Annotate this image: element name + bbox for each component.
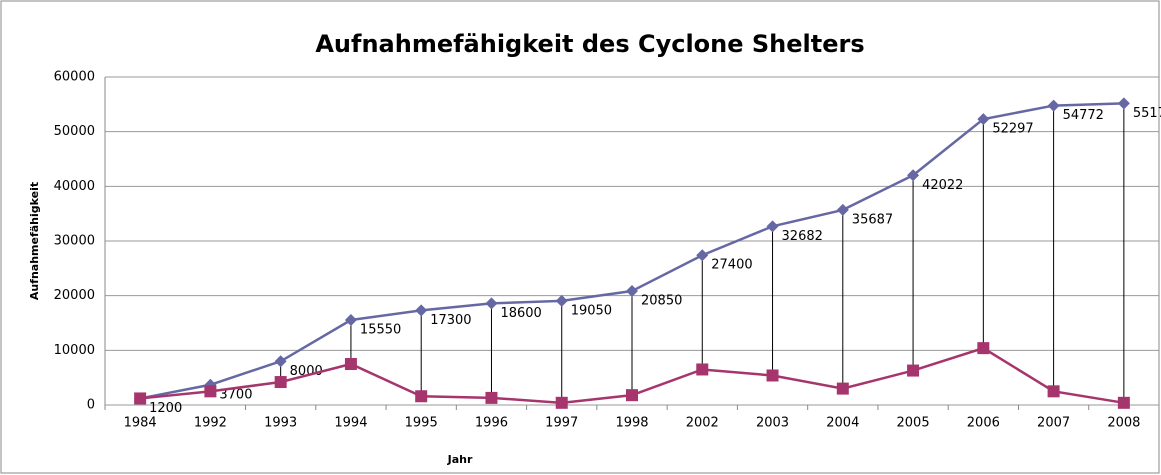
x-tick-label: 2005 [897,416,930,431]
chart-title: Aufnahmefähigkeit des Cyclone Shelters [315,30,864,58]
y-axis-label: Aufnahmefähigkeit [28,182,41,300]
marker [1117,97,1130,110]
marker [344,313,357,326]
x-tick-label: 2007 [1037,416,1070,431]
x-tick-label: 1994 [334,416,367,431]
data-label: 52297 [992,122,1033,137]
data-label: 54772 [1063,108,1104,123]
y-tick-label: 40000 [54,179,95,194]
marker [204,385,217,398]
marker [836,382,849,395]
marker [626,285,638,298]
data-label: 32682 [782,229,823,244]
marker [907,364,920,377]
y-tick-label: 60000 [54,70,95,85]
data-label: 3700 [219,387,252,402]
data-label: 15550 [360,322,401,337]
marker [977,113,990,126]
marker [485,297,498,310]
data-label: 17300 [430,313,471,328]
x-tick-label: 2006 [967,416,1000,431]
x-tick-label: 1992 [194,416,227,431]
y-tick-label: 50000 [54,124,95,139]
data-label: 20850 [641,294,682,309]
x-tick-label: 2008 [1107,416,1140,431]
marker [555,396,568,409]
marker [977,342,990,355]
marker [1047,385,1060,398]
x-tick-label: 2004 [826,416,859,431]
x-tick-label: 1996 [475,416,508,431]
x-tick-label: 2003 [756,416,789,431]
marker [907,169,920,182]
x-tick-label: 1993 [264,416,297,431]
marker [274,355,287,368]
data-label: 42022 [922,178,963,193]
marker [1117,396,1130,409]
data-label: 1200 [149,401,182,416]
x-tick-label: 1984 [124,416,157,431]
x-tick-label: 1998 [615,416,648,431]
marker [696,249,709,262]
marker [766,220,779,233]
marker [415,390,428,403]
data-label: 55175 [1133,106,1161,121]
x-axis-label: Jahr [447,453,473,466]
marker [836,203,849,216]
data-label: 35687 [852,212,893,227]
x-tick-label: 1997 [545,416,578,431]
marker [344,358,357,370]
data-label: 8000 [290,364,323,379]
marker [274,376,287,389]
y-tick-label: 0 [87,398,95,413]
x-tick-label: 2002 [686,416,719,431]
marker [1047,99,1060,112]
y-tick-label: 30000 [54,234,95,249]
data-label: 18600 [500,306,541,321]
data-label: 19050 [571,303,612,318]
y-tick-label: 20000 [54,288,95,303]
marker [134,392,147,405]
marker [415,304,428,317]
x-tick-label: 1995 [405,416,438,431]
y-tick-label: 10000 [54,343,95,358]
data-label: 27400 [711,258,752,273]
marker [485,391,498,404]
marker [626,389,638,402]
marker [766,369,779,382]
marker [555,294,568,307]
marker [696,363,709,376]
